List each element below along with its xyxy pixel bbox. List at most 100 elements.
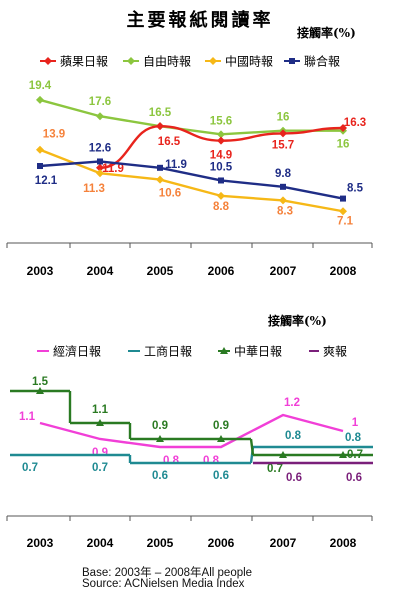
data-point bbox=[97, 158, 103, 165]
data-point bbox=[339, 207, 347, 216]
legend-marker bbox=[44, 57, 52, 65]
data-label: 0.7 bbox=[347, 449, 363, 461]
data-label: 19.4 bbox=[29, 80, 52, 92]
legend-marker bbox=[289, 58, 295, 64]
data-point bbox=[217, 191, 225, 200]
data-label: 7.1 bbox=[337, 215, 354, 227]
x-tick-label: 2006 bbox=[208, 264, 235, 278]
data-label: 16.5 bbox=[149, 107, 172, 119]
legend-marker bbox=[220, 347, 228, 354]
data-point bbox=[36, 387, 44, 394]
legend-marker bbox=[127, 57, 135, 65]
x-tick-label: 2005 bbox=[147, 536, 174, 550]
series-line bbox=[39, 413, 344, 449]
data-label: 14.9 bbox=[210, 150, 232, 162]
series-line bbox=[39, 148, 344, 213]
legend-label: 中華日報 bbox=[234, 344, 282, 359]
x-tick-label: 2008 bbox=[330, 264, 357, 278]
data-point bbox=[279, 129, 287, 138]
data-label: 16 bbox=[337, 139, 350, 151]
data-label: 12.1 bbox=[35, 175, 58, 187]
data-point bbox=[279, 196, 287, 205]
data-point bbox=[36, 95, 44, 104]
data-label: 0.9 bbox=[213, 420, 229, 432]
data-label: 0.6 bbox=[152, 470, 168, 482]
data-label: 0.8 bbox=[203, 455, 220, 467]
data-label: 0.6 bbox=[213, 470, 229, 482]
data-point bbox=[36, 145, 44, 154]
data-label: 15.6 bbox=[210, 115, 232, 127]
data-label: 13.9 bbox=[43, 129, 65, 141]
data-label: 16.5 bbox=[158, 136, 181, 148]
footer-source: Source: ACNielsen Media Index bbox=[82, 578, 245, 590]
top-line-chart: 蘋果日報 自由時報 中國時報 聯合報 2003 2004 2005 2006 2007 2008 1… bbox=[6, 54, 373, 278]
data-point bbox=[217, 136, 225, 145]
data-point bbox=[340, 195, 346, 202]
data-point bbox=[217, 435, 225, 442]
data-label: 0.8 bbox=[345, 432, 362, 444]
data-label: 9.8 bbox=[275, 168, 292, 180]
data-label: 1.1 bbox=[92, 404, 109, 416]
data-label: 10.6 bbox=[159, 188, 181, 200]
data-label: 16 bbox=[277, 112, 290, 124]
data-label: 0.6 bbox=[346, 472, 362, 484]
bottom-line-chart: 經濟日報 工商日報 中華日報 爽報 2003 2004 2005 2006 2007 2008 1.… bbox=[6, 344, 373, 550]
data-label: 1 bbox=[352, 417, 359, 429]
data-label: 0.9 bbox=[152, 420, 168, 432]
data-point bbox=[96, 163, 104, 172]
series-line bbox=[39, 98, 343, 136]
data-point bbox=[156, 122, 164, 131]
data-label: 15.7 bbox=[272, 139, 294, 151]
x-tick-label: 2003 bbox=[27, 536, 54, 550]
data-point bbox=[218, 177, 224, 184]
data-point bbox=[280, 183, 286, 190]
bottom-chart-unit-label: 接觸率(%) bbox=[268, 314, 327, 328]
data-point bbox=[339, 123, 347, 132]
data-point bbox=[157, 164, 163, 171]
legend-label: 工商日報 bbox=[144, 344, 192, 359]
data-point bbox=[37, 163, 43, 169]
x-tick-label: 2006 bbox=[208, 536, 235, 550]
data-point bbox=[279, 451, 287, 458]
data-label: 8.3 bbox=[277, 205, 293, 217]
data-label: 0.8 bbox=[285, 430, 302, 442]
data-point bbox=[156, 435, 164, 442]
data-label: 11.9 bbox=[165, 159, 187, 171]
data-label: 8.8 bbox=[213, 201, 230, 213]
data-point bbox=[217, 130, 225, 139]
data-label: 11.3 bbox=[83, 183, 105, 195]
data-label: 0.8 bbox=[163, 455, 180, 467]
legend-label: 中國時報 bbox=[225, 54, 273, 69]
legend-label: 經濟日報 bbox=[53, 344, 101, 359]
x-tick-label: 2004 bbox=[87, 264, 114, 278]
legend-label: 自由時報 bbox=[143, 55, 191, 69]
data-label: 0.7 bbox=[22, 462, 38, 474]
data-point bbox=[96, 169, 104, 178]
data-label: 0.6 bbox=[286, 472, 302, 484]
x-tick-label: 2008 bbox=[330, 536, 357, 550]
series-line bbox=[39, 160, 344, 200]
data-label: 10.5 bbox=[210, 161, 233, 173]
series-line bbox=[249, 438, 255, 456]
chart-title: 主要報紙閱讀率 bbox=[126, 10, 274, 31]
data-label: 1.5 bbox=[32, 376, 49, 388]
data-label: 12.6 bbox=[89, 142, 111, 154]
footer-base: Base: 2003年 – 2008年All people bbox=[82, 567, 253, 579]
x-tick-label: 2003 bbox=[27, 264, 54, 278]
x-tick-label: 2005 bbox=[147, 264, 174, 278]
data-label: 17.6 bbox=[89, 96, 111, 108]
legend-label: 聯合報 bbox=[304, 54, 340, 69]
data-label: 11.9 bbox=[102, 163, 124, 175]
legend-label: 爽報 bbox=[323, 345, 347, 359]
x-tick-label: 2007 bbox=[270, 264, 297, 278]
data-point bbox=[339, 451, 347, 458]
x-tick-label: 2007 bbox=[270, 536, 297, 550]
legend-marker bbox=[209, 57, 217, 65]
data-point bbox=[96, 112, 104, 121]
data-label: 16.3 bbox=[344, 117, 366, 129]
data-label: 1.2 bbox=[284, 397, 300, 409]
data-label: 1.1 bbox=[19, 411, 36, 423]
data-point bbox=[96, 419, 104, 426]
data-point bbox=[156, 175, 164, 184]
